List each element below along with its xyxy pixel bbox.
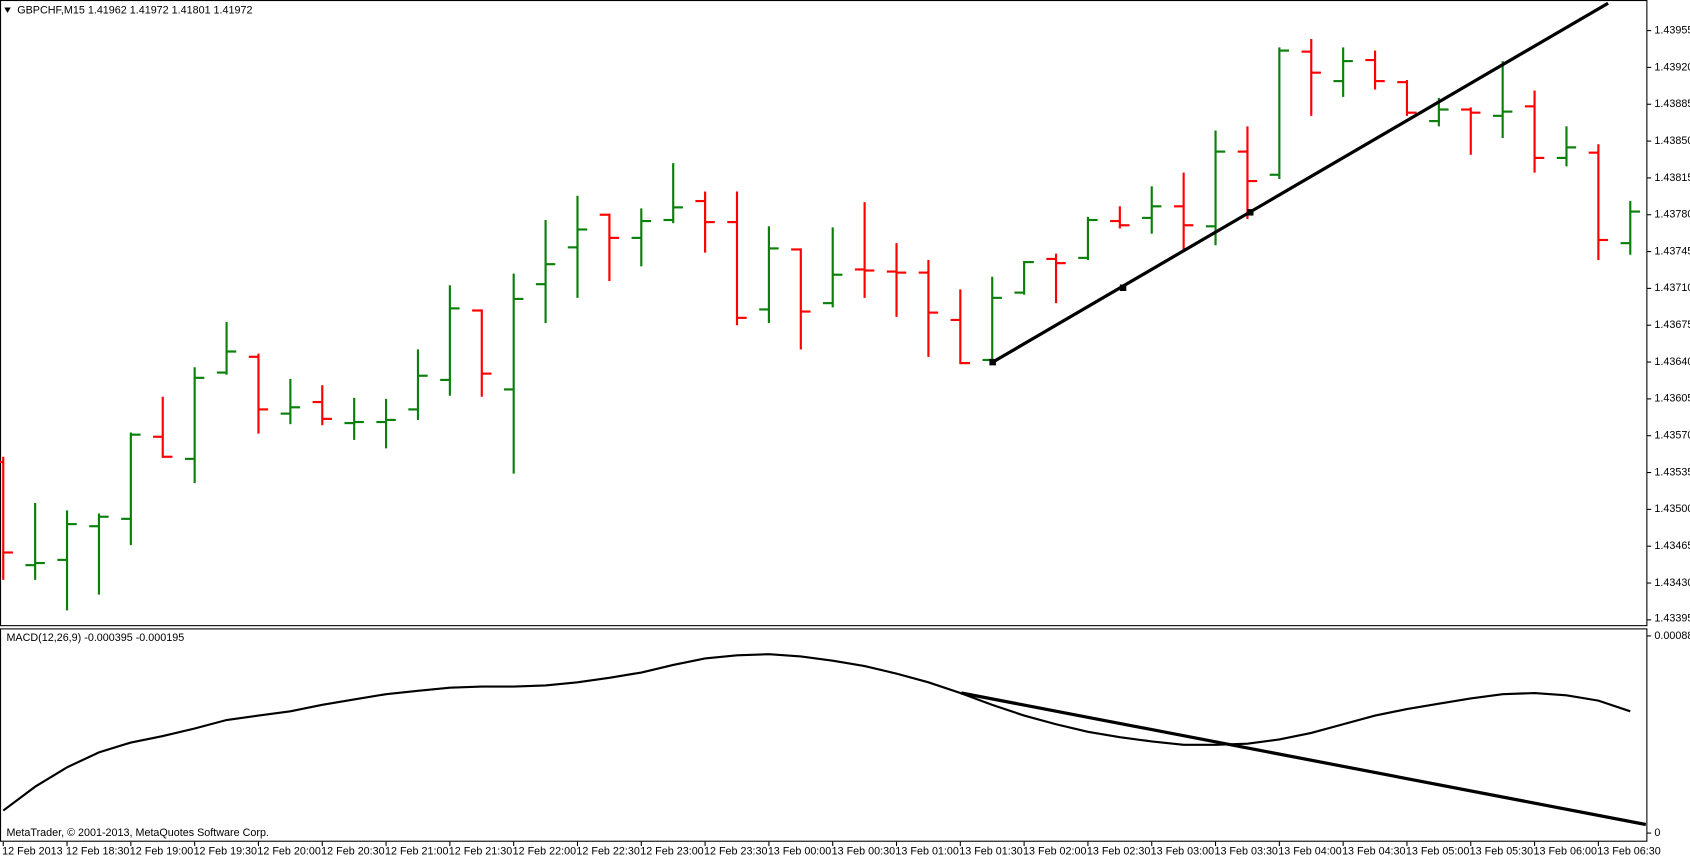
- x-tick-label: 12 Feb 20:30: [321, 845, 384, 857]
- x-tick-label: 12 Feb 20:00: [257, 845, 320, 857]
- y-tick-label: 1.43570: [1654, 430, 1690, 442]
- y-tick-label: 1.43675: [1654, 319, 1690, 331]
- x-tick-label: 12 Feb 23:00: [640, 845, 703, 857]
- macd-pane: [0, 628, 1648, 842]
- x-tick-label: 13 Feb 02:30: [1087, 845, 1150, 857]
- x-tick-label: 12 Feb 19:30: [194, 845, 257, 857]
- x-tick-label: 13 Feb 04:30: [1342, 845, 1405, 857]
- chart-title: GBPCHF,M15 1.41962 1.41972 1.41801 1.419…: [17, 5, 252, 17]
- x-tick-label: 13 Feb 03:00: [1151, 845, 1214, 857]
- y-tick-label: 1.43640: [1654, 356, 1690, 368]
- y-tick-label: 1.43605: [1654, 393, 1690, 405]
- macd-trend-line[interactable]: [961, 691, 1647, 827]
- menu-arrow[interactable]: [4, 7, 11, 13]
- y-tick-label: 1.43780: [1654, 209, 1690, 221]
- x-tick-label: 12 Feb 22:30: [576, 845, 639, 857]
- x-tick-label: 12 Feb 22:00: [513, 845, 576, 857]
- drawn-objects: [961, 1, 1647, 827]
- price-pane: [0, 0, 1648, 627]
- x-tick-label: 13 Feb 00:00: [768, 845, 831, 857]
- x-tick-label: 13 Feb 01:00: [895, 845, 958, 857]
- x-tick-label: 12 Feb 23:30: [704, 845, 767, 857]
- y-tick-label: 1.43815: [1654, 172, 1690, 184]
- x-tick-label: 12 Feb 21:30: [449, 845, 512, 857]
- x-tick-label: 13 Feb 04:00: [1278, 845, 1341, 857]
- x-tick-label: 13 Feb 05:00: [1406, 845, 1469, 857]
- x-tick-label: 13 Feb 03:30: [1214, 845, 1277, 857]
- x-tick-label: 12 Feb 2013: [2, 845, 62, 857]
- trend-anchor[interactable]: [1119, 284, 1127, 292]
- x-tick-label: 12 Feb 18:30: [66, 845, 129, 857]
- x-tick-label: 13 Feb 06:00: [1533, 845, 1596, 857]
- indicator-title: MACD(12,26,9) -0.000395 -0.000195: [6, 632, 184, 644]
- y-tick-label: 1.43500: [1654, 503, 1690, 515]
- trend-anchor[interactable]: [989, 358, 996, 366]
- y-tick-label: 1.43920: [1654, 61, 1690, 73]
- y-tick-label: 1.43535: [1654, 466, 1690, 478]
- trend-anchor[interactable]: [1247, 209, 1254, 216]
- y-tick-label: 1.43465: [1654, 540, 1690, 552]
- y-tick-label: 1.43850: [1654, 135, 1690, 147]
- x-tick-label: 13 Feb 01:30: [959, 845, 1022, 857]
- y-tick-label: 0: [1654, 827, 1660, 839]
- y-tick-label: 1.43745: [1654, 245, 1690, 257]
- trend-line[interactable]: [991, 1, 1609, 364]
- y-tick-label: 1.43955: [1654, 24, 1690, 36]
- x-tick-label: 12 Feb 21:00: [385, 845, 448, 857]
- y-tick-label: 0.000884: [1654, 630, 1690, 642]
- x-tick-label: 13 Feb 02:00: [1023, 845, 1086, 857]
- y-tick-label: 1.43885: [1654, 98, 1690, 110]
- x-tick-label: 13 Feb 05:30: [1470, 845, 1533, 857]
- x-tick-label: 13 Feb 06:30: [1597, 845, 1660, 857]
- x-tick-label: 13 Feb 00:30: [832, 845, 895, 857]
- footer: MetaTrader, © 2001-2013, MetaQuotes Soft…: [6, 827, 268, 839]
- y-tick-label: 1.43395: [1654, 612, 1690, 624]
- x-tick-label: 12 Feb 19:00: [130, 845, 193, 857]
- indicator-line: [2, 653, 1631, 812]
- y-tick-label: 1.43430: [1654, 577, 1690, 589]
- y-tick-label: 1.43710: [1654, 282, 1690, 294]
